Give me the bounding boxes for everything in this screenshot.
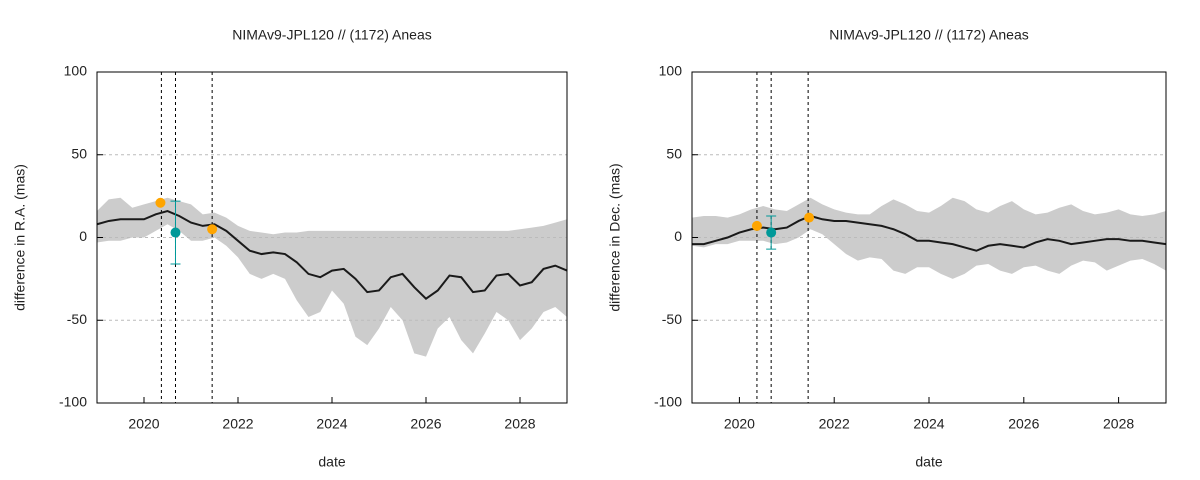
data-point bbox=[155, 197, 166, 208]
y-tick-label: -100 bbox=[654, 394, 682, 410]
x-tick-label: 2028 bbox=[504, 416, 535, 432]
data-point bbox=[804, 212, 815, 223]
x-tick-label: 2028 bbox=[1103, 416, 1134, 432]
uncertainty-band bbox=[97, 197, 567, 357]
x-tick-label: 2020 bbox=[128, 416, 159, 432]
x-axis-label: date bbox=[318, 454, 345, 470]
y-axis-label: difference in Dec. (mas) bbox=[607, 163, 623, 311]
x-tick-label: 2020 bbox=[724, 416, 755, 432]
y-tick-label: 100 bbox=[659, 63, 683, 79]
chart-title: NIMAv9-JPL120 // (1172) Aneas bbox=[829, 27, 1028, 43]
data-point bbox=[751, 220, 762, 231]
y-tick-label: -50 bbox=[67, 311, 87, 327]
y-tick-label: -50 bbox=[662, 311, 682, 327]
y-axis-label: difference in R.A. (mas) bbox=[12, 164, 28, 311]
chart-title: NIMAv9-JPL120 // (1172) Aneas bbox=[232, 27, 431, 43]
x-tick-label: 2024 bbox=[913, 416, 944, 432]
plot-frame bbox=[96, 71, 568, 404]
x-axis-label: date bbox=[915, 454, 942, 470]
x-tick-label: 2022 bbox=[819, 416, 850, 432]
y-tick-label: 0 bbox=[79, 228, 87, 244]
x-tick-label: 2022 bbox=[222, 416, 253, 432]
data-point bbox=[207, 224, 218, 235]
x-tick-label: 2026 bbox=[410, 416, 441, 432]
plot-frame bbox=[691, 71, 1167, 404]
x-tick-label: 2024 bbox=[316, 416, 347, 432]
y-tick-label: 0 bbox=[674, 228, 682, 244]
x-tick-label: 2026 bbox=[1008, 416, 1039, 432]
data-point bbox=[766, 227, 777, 238]
data-point bbox=[170, 227, 181, 238]
y-tick-label: 50 bbox=[666, 145, 682, 161]
y-tick-label: 50 bbox=[71, 145, 87, 161]
uncertainty-band bbox=[692, 197, 1166, 279]
y-tick-label: 100 bbox=[64, 63, 88, 79]
y-tick-label: -100 bbox=[59, 394, 87, 410]
